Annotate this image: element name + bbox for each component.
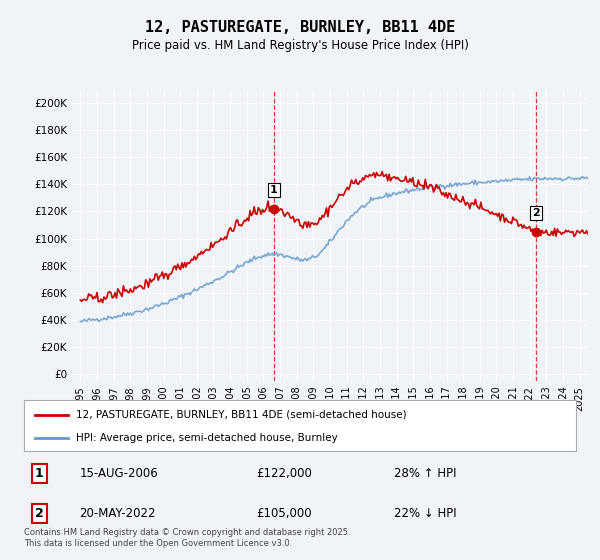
Text: £105,000: £105,000: [256, 507, 311, 520]
Text: £122,000: £122,000: [256, 467, 312, 480]
Text: 2: 2: [532, 208, 540, 218]
Text: 2: 2: [35, 507, 44, 520]
Text: 12, PASTUREGATE, BURNLEY, BB11 4DE: 12, PASTUREGATE, BURNLEY, BB11 4DE: [145, 20, 455, 35]
Text: Contains HM Land Registry data © Crown copyright and database right 2025.
This d: Contains HM Land Registry data © Crown c…: [24, 528, 350, 548]
Text: 22% ↓ HPI: 22% ↓ HPI: [394, 507, 457, 520]
Text: 12, PASTUREGATE, BURNLEY, BB11 4DE (semi-detached house): 12, PASTUREGATE, BURNLEY, BB11 4DE (semi…: [76, 409, 407, 419]
Text: 1: 1: [270, 185, 278, 195]
Text: 28% ↑ HPI: 28% ↑ HPI: [394, 467, 457, 480]
Text: HPI: Average price, semi-detached house, Burnley: HPI: Average price, semi-detached house,…: [76, 433, 338, 443]
Text: Price paid vs. HM Land Registry's House Price Index (HPI): Price paid vs. HM Land Registry's House …: [131, 39, 469, 52]
Text: 15-AUG-2006: 15-AUG-2006: [79, 467, 158, 480]
Text: 1: 1: [35, 467, 44, 480]
Text: 20-MAY-2022: 20-MAY-2022: [79, 507, 156, 520]
